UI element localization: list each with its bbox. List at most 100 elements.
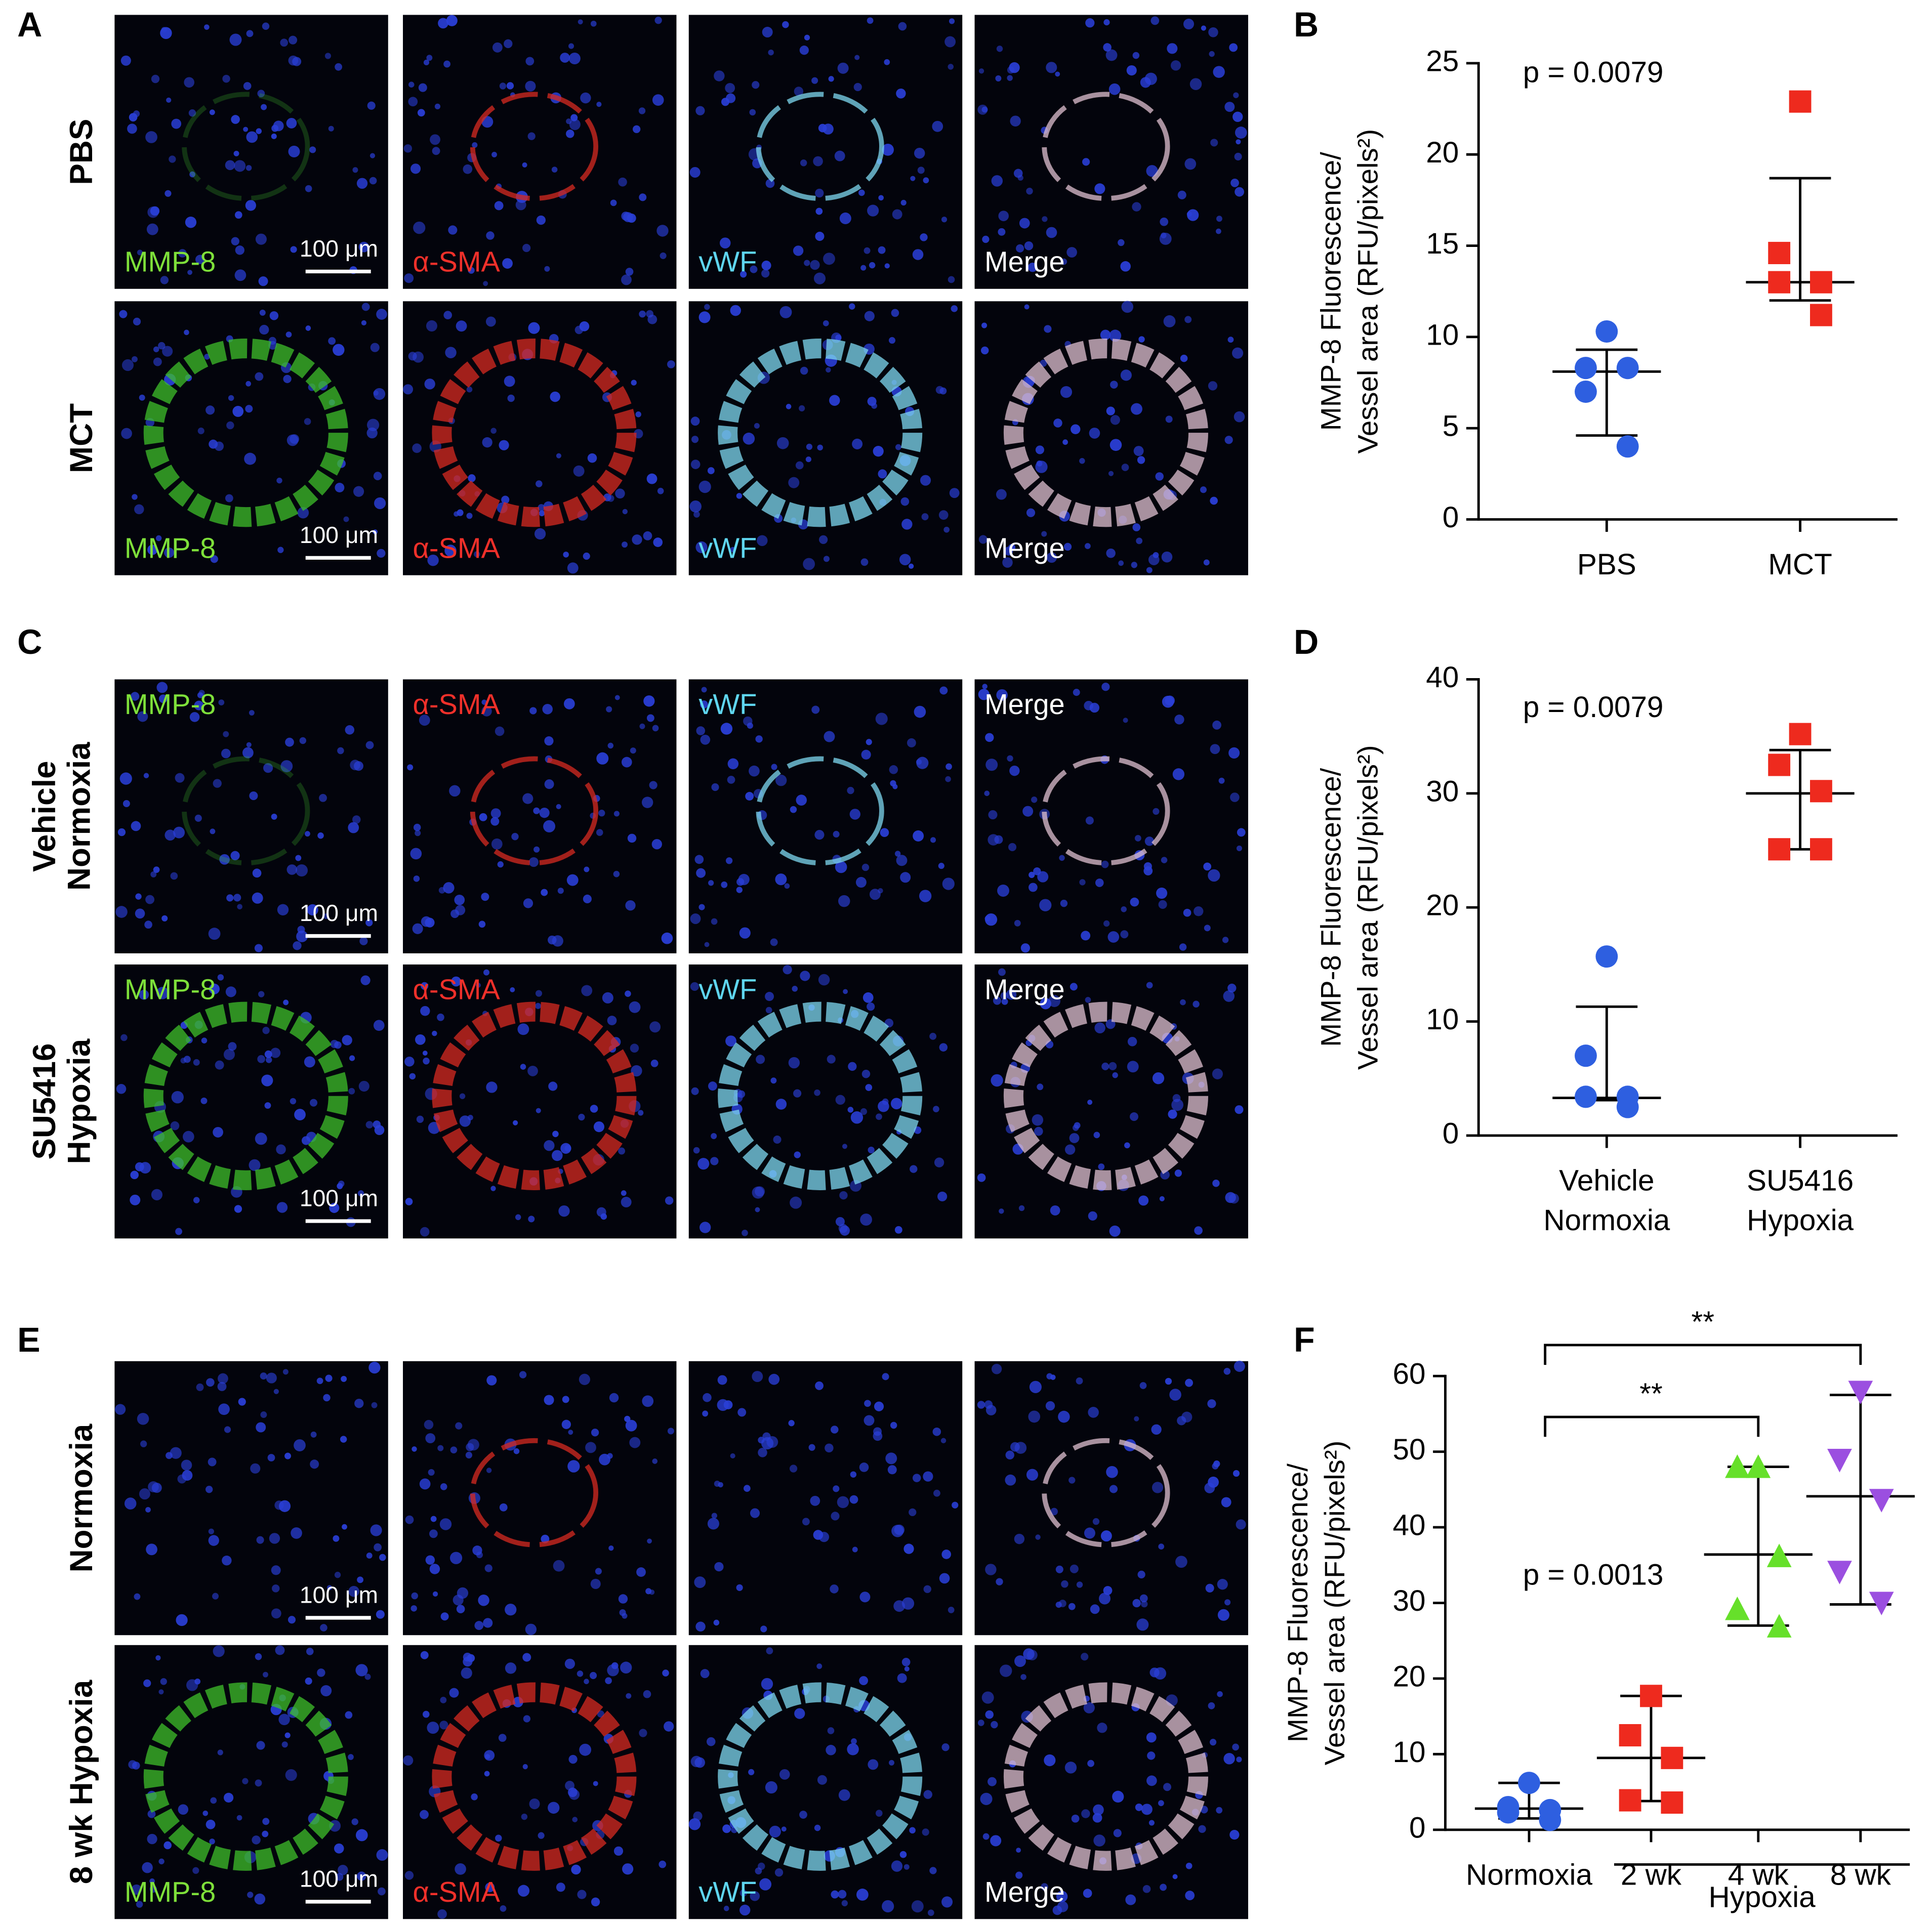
nucleus — [1062, 439, 1068, 445]
nucleus — [490, 428, 497, 434]
nucleus — [1139, 1594, 1148, 1603]
nucleus — [222, 74, 230, 83]
nucleus — [461, 1667, 472, 1679]
nucleus — [429, 1529, 438, 1538]
nucleus — [264, 1102, 271, 1109]
nucleus — [792, 986, 798, 992]
nucleus — [1101, 860, 1109, 868]
nucleus — [1076, 1377, 1083, 1385]
nucleus — [219, 854, 230, 865]
nucleus — [796, 794, 807, 806]
nucleus — [569, 118, 581, 131]
nucleus — [1107, 931, 1120, 943]
nucleus — [831, 1426, 839, 1434]
nucleus — [1103, 920, 1110, 927]
nucleus — [209, 109, 215, 115]
nucleus — [449, 1688, 459, 1698]
nucleus — [706, 1737, 716, 1746]
nucleus — [277, 547, 284, 553]
nucleus — [117, 828, 126, 836]
nucleus — [1016, 1848, 1021, 1853]
nucleus — [500, 1905, 507, 1912]
nucleus — [755, 1207, 760, 1212]
nucleus — [182, 1470, 193, 1481]
nucleus — [849, 303, 855, 310]
nucleus — [208, 1528, 214, 1534]
nucleus — [246, 131, 258, 143]
nucleus — [695, 106, 705, 115]
nucleus — [124, 1497, 137, 1510]
nucleus — [358, 241, 369, 253]
nucleus — [306, 1648, 314, 1655]
nucleus — [827, 1727, 835, 1734]
nucleus — [736, 1584, 743, 1592]
nucleus — [229, 33, 242, 46]
nucleus — [280, 38, 289, 47]
nucleus — [1000, 992, 1008, 1000]
nucleus — [769, 1825, 781, 1838]
nucleus — [693, 1811, 703, 1821]
nucleus — [998, 228, 1006, 236]
channel-label: vWF — [698, 974, 757, 1006]
nucleus — [815, 1381, 824, 1390]
nucleus — [810, 1495, 820, 1506]
nucleus — [283, 999, 289, 1006]
nucleus — [376, 1610, 385, 1619]
nucleus — [208, 1457, 217, 1467]
vessel-wall — [470, 756, 599, 866]
nucleus — [768, 1373, 780, 1385]
nucleus — [156, 682, 168, 693]
nucleus — [200, 1097, 208, 1104]
channel-label: MMP-8 — [125, 1876, 216, 1908]
nucleus — [736, 887, 743, 893]
nucleus — [978, 535, 988, 544]
nucleus — [1022, 806, 1034, 817]
nucleus — [256, 128, 262, 134]
nucleus — [143, 1679, 151, 1687]
nucleus — [750, 1891, 760, 1901]
nucleus — [258, 276, 268, 286]
nucleus — [1100, 1530, 1112, 1542]
nucleus — [1055, 71, 1060, 77]
nucleus — [1056, 1891, 1068, 1902]
nucleus — [749, 765, 760, 777]
nucleus — [1185, 1378, 1194, 1387]
point — [1619, 1724, 1641, 1747]
nucleus — [1004, 547, 1013, 556]
nucleus — [486, 1468, 492, 1473]
nucleus — [1106, 1466, 1118, 1478]
nucleus — [305, 185, 312, 192]
nucleus — [357, 1871, 366, 1881]
nucleus — [873, 446, 884, 457]
point — [1810, 780, 1832, 803]
nucleus — [225, 160, 235, 171]
nucleus — [408, 97, 418, 107]
nucleus — [995, 75, 1002, 81]
nucleus — [1026, 187, 1033, 195]
nucleus — [184, 77, 194, 88]
nucleus — [853, 82, 862, 92]
y-axis-label: MMP-8 Fluorescence/ — [1315, 768, 1347, 1047]
point — [1789, 90, 1812, 113]
channel-label: vWF — [698, 688, 757, 720]
nucleus — [985, 1405, 997, 1415]
nucleus — [224, 1426, 231, 1433]
nucleus — [548, 935, 557, 945]
nucleus — [868, 1146, 875, 1154]
nucleus — [1230, 179, 1239, 187]
nucleus — [899, 554, 911, 566]
nucleus — [355, 1664, 368, 1677]
nucleus — [1109, 1225, 1121, 1237]
nucleus — [1059, 855, 1065, 861]
nucleus — [193, 1197, 200, 1203]
nucleus — [562, 1396, 569, 1403]
nucleus — [424, 379, 435, 390]
nucleus — [1209, 1739, 1217, 1746]
nucleus — [360, 975, 371, 985]
nucleus — [228, 1042, 237, 1051]
nucleus — [205, 1819, 216, 1829]
nucleus — [862, 992, 874, 1003]
nucleus — [1042, 216, 1048, 222]
nucleus — [1180, 354, 1188, 362]
nucleus — [276, 1202, 288, 1213]
